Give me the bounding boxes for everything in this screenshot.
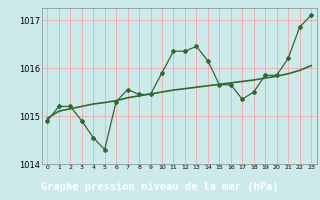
Text: Graphe pression niveau de la mer (hPa): Graphe pression niveau de la mer (hPa) [41, 182, 279, 192]
